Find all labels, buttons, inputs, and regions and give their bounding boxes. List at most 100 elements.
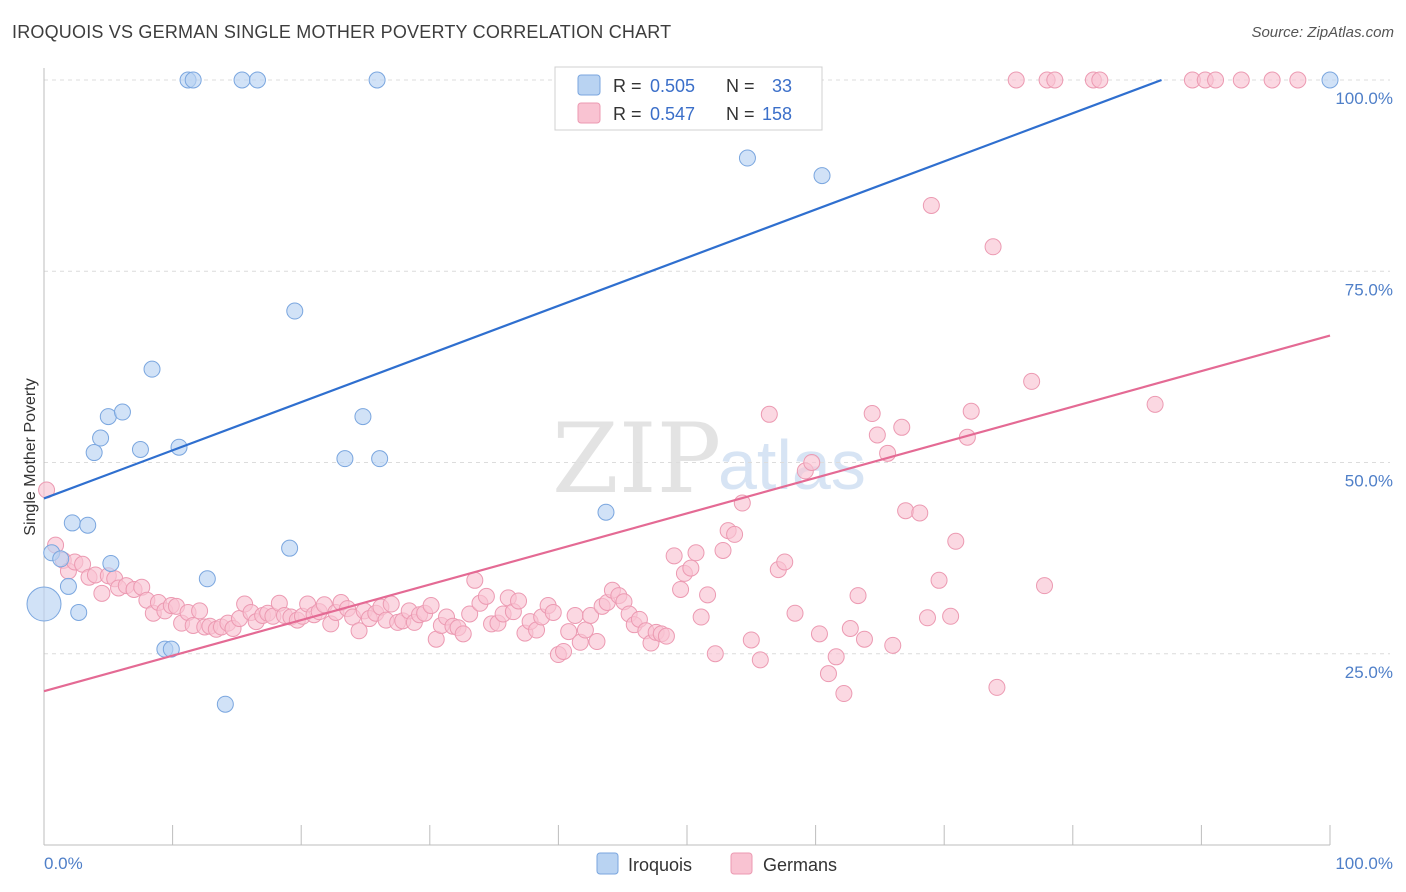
germans-point bbox=[726, 525, 744, 543]
germans-point bbox=[699, 586, 717, 604]
iroquois-point bbox=[336, 450, 354, 468]
iroquois-point bbox=[184, 71, 202, 89]
iroquois-point bbox=[143, 360, 161, 378]
iroquois-trendline bbox=[43, 78, 1162, 500]
germans-point bbox=[835, 685, 853, 703]
germans-point bbox=[751, 651, 769, 669]
germans-point bbox=[897, 502, 915, 520]
germans-point bbox=[560, 623, 578, 641]
chart-title: IROQUOIS VS GERMAN SINGLE MOTHER POVERTY… bbox=[12, 22, 672, 42]
y-tick-label: 100.0% bbox=[1335, 89, 1393, 108]
iroquois-point bbox=[281, 539, 299, 557]
germans-point bbox=[984, 238, 1002, 256]
y-tick-labels: 25.0% 50.0% 75.0% 100.0% bbox=[1335, 89, 1393, 682]
iroquois-point bbox=[70, 603, 88, 621]
bottom-legend-label-iroquois: Iroquois bbox=[628, 855, 692, 875]
legend-swatch-germans bbox=[577, 102, 601, 124]
legend-r-label-iroquois: R = bbox=[613, 76, 642, 96]
legend-n-value-germans: 158 bbox=[762, 104, 792, 124]
germans-point bbox=[819, 665, 837, 683]
iroquois-point bbox=[59, 577, 77, 595]
iroquois-point bbox=[233, 71, 251, 89]
germans-point bbox=[461, 605, 479, 623]
iroquois-point bbox=[597, 503, 615, 521]
germans-point bbox=[918, 609, 936, 627]
germans-point bbox=[687, 544, 705, 562]
germans-point bbox=[776, 553, 794, 571]
germans-point bbox=[911, 504, 929, 522]
iroquois-point bbox=[813, 167, 831, 185]
germans-point bbox=[454, 625, 472, 643]
germans-point bbox=[893, 418, 911, 436]
grid-lines bbox=[44, 79, 1390, 655]
legend-r-label-germans: R = bbox=[613, 104, 642, 124]
germans-point bbox=[742, 631, 760, 649]
iroquois-point bbox=[198, 570, 216, 588]
germans-point bbox=[510, 592, 528, 610]
germans-point bbox=[1036, 577, 1054, 595]
iroquois-point bbox=[26, 586, 62, 622]
trendlines bbox=[43, 78, 1331, 693]
germans-point bbox=[588, 633, 606, 651]
germans-point bbox=[868, 426, 886, 444]
iroquois-point bbox=[102, 554, 120, 572]
watermark-atlas: atlas bbox=[718, 426, 866, 504]
iroquois-point bbox=[85, 444, 103, 462]
germans-point bbox=[930, 571, 948, 589]
y-tick-label: 75.0% bbox=[1345, 280, 1393, 299]
germans-point bbox=[566, 607, 584, 624]
iroquois-point bbox=[131, 440, 149, 458]
legend-r-value-iroquois: 0.505 bbox=[650, 76, 695, 96]
germans-point bbox=[1007, 71, 1025, 89]
germans-point bbox=[1046, 71, 1064, 89]
iroquois-point bbox=[738, 149, 756, 167]
germans-point bbox=[682, 559, 700, 577]
source-credit: Source: ZipAtlas.com bbox=[1251, 24, 1394, 41]
germans-point bbox=[841, 620, 859, 638]
iroquois-point bbox=[99, 408, 117, 426]
iroquois-point bbox=[162, 640, 180, 658]
bottom-legend-swatch-germans bbox=[730, 852, 753, 875]
germans-point bbox=[350, 622, 368, 640]
germans-point bbox=[582, 607, 600, 624]
iroquois-point bbox=[216, 695, 234, 713]
germans-point bbox=[1146, 395, 1164, 413]
correlation-legend: R = 0.505 N = 33 R = 0.547 N = 158 bbox=[554, 66, 823, 131]
germans-point bbox=[803, 454, 821, 471]
germans-point bbox=[382, 595, 400, 613]
iroquois-point bbox=[63, 514, 81, 532]
iroquois-point bbox=[354, 408, 372, 426]
germans-point bbox=[555, 642, 573, 660]
germans-point bbox=[422, 597, 440, 615]
legend-n-label-germans: N = bbox=[726, 104, 755, 124]
x-tick-label: 0.0% bbox=[44, 854, 83, 873]
germans-point bbox=[855, 630, 873, 648]
germans-point bbox=[191, 602, 209, 620]
legend-r-value-germans: 0.547 bbox=[650, 104, 695, 124]
germans-point bbox=[810, 625, 828, 643]
iroquois-point bbox=[1321, 71, 1339, 89]
germans-point bbox=[93, 584, 111, 602]
iroquois-point bbox=[368, 71, 386, 89]
germans-point bbox=[706, 645, 724, 663]
bottom-legend-label-germans: Germans bbox=[763, 855, 837, 875]
germans-point bbox=[692, 608, 710, 626]
germans-point bbox=[1023, 372, 1041, 390]
germans-point bbox=[1207, 71, 1225, 89]
germans-point bbox=[714, 541, 732, 559]
germans-point bbox=[1232, 71, 1250, 89]
germans-point bbox=[544, 603, 562, 621]
germans-point bbox=[988, 678, 1006, 696]
germans-point bbox=[1091, 71, 1109, 89]
germans-point bbox=[827, 648, 845, 666]
germans-point bbox=[863, 405, 881, 423]
legend-swatch-iroquois bbox=[577, 74, 601, 96]
y-tick-label: 25.0% bbox=[1345, 663, 1393, 682]
iroquois-point bbox=[248, 71, 266, 89]
germans-point bbox=[477, 587, 495, 605]
germans-point bbox=[962, 402, 980, 420]
iroquois-points bbox=[26, 71, 1339, 713]
series-legend: Iroquois Germans bbox=[596, 852, 837, 875]
iroquois-point bbox=[113, 403, 131, 421]
